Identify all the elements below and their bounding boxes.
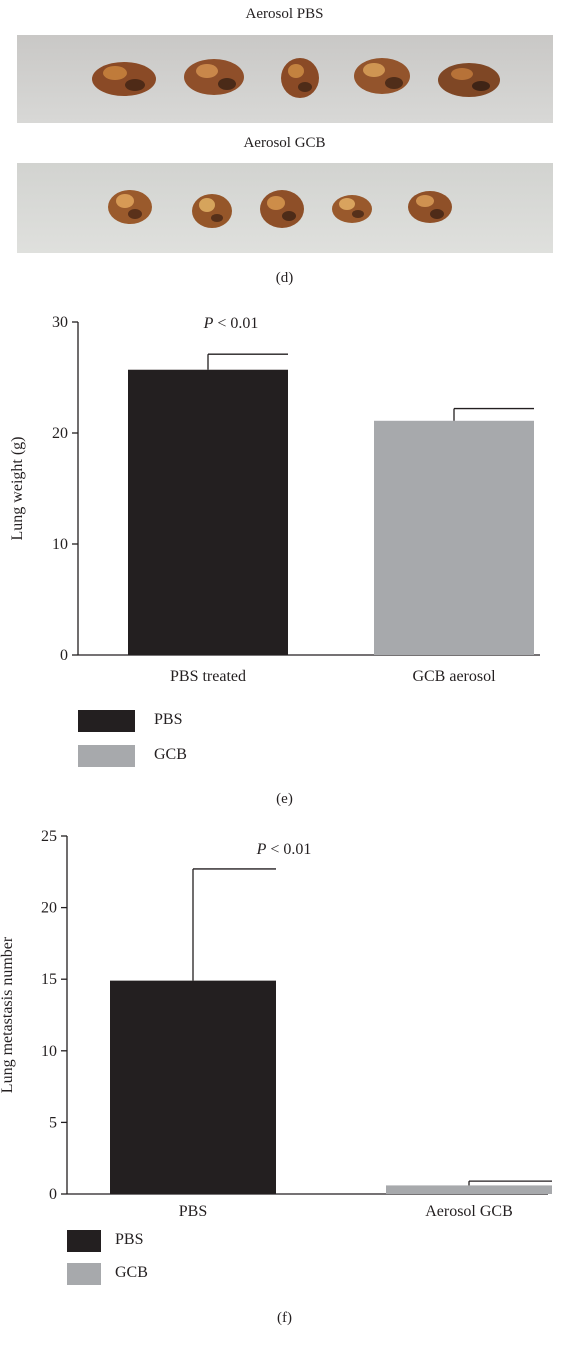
bar-0 bbox=[128, 369, 288, 655]
x-category-label: PBS treated bbox=[170, 668, 246, 685]
panel-label-f: (f) bbox=[277, 1310, 292, 1326]
y-tick-label: 0 bbox=[60, 647, 68, 664]
y-tick-label: 0 bbox=[49, 1186, 57, 1203]
lung-specimen bbox=[108, 190, 152, 224]
photo-title-aerosol-pbs: Aerosol PBS bbox=[245, 6, 324, 22]
legend-swatch-pbs bbox=[78, 710, 135, 732]
photo-title-aerosol-gcb: Aerosol GCB bbox=[243, 135, 326, 151]
lung-specimen bbox=[192, 194, 232, 228]
lung-specimen bbox=[332, 195, 372, 223]
x-category-label: PBS bbox=[179, 1203, 207, 1220]
p-value-annotation: P < 0.01 bbox=[256, 841, 312, 858]
legend-label-pbs: PBS bbox=[154, 711, 183, 728]
lung-specimen bbox=[408, 191, 452, 223]
y-axis-label: Lung weight (g) bbox=[9, 437, 26, 541]
x-category-label: Aerosol GCB bbox=[425, 1203, 513, 1220]
bar-1 bbox=[374, 420, 534, 655]
y-axis-label: Lung metastasis number bbox=[0, 936, 16, 1093]
y-tick-label: 10 bbox=[52, 536, 68, 553]
y-tick-label: 20 bbox=[52, 425, 68, 442]
lung-specimen bbox=[438, 63, 500, 97]
legend-swatch-pbs bbox=[67, 1230, 101, 1252]
legend-label-gcb: GCB bbox=[154, 746, 187, 763]
legend-swatch-gcb bbox=[78, 745, 135, 767]
y-tick-label: 10 bbox=[41, 1043, 57, 1060]
lung-specimen bbox=[260, 190, 304, 228]
chart-lung-metastasis: 0 5 10 15 20 25 Lung metastasis number PBS Aeros… bbox=[0, 828, 552, 1220]
bar-0 bbox=[110, 980, 276, 1194]
panel-label-d: (d) bbox=[275, 270, 294, 286]
lung-specimen bbox=[92, 62, 156, 96]
chart-lung-weight: 0 10 20 30 Lung weight (g) PBS treated GCB aer… bbox=[9, 314, 540, 685]
p-value-annotation: P < 0.01 bbox=[203, 315, 259, 332]
y-tick-label: 5 bbox=[49, 1114, 57, 1131]
lung-specimen bbox=[354, 58, 410, 94]
x-category-label: GCB aerosol bbox=[412, 668, 496, 685]
legend-swatch-gcb bbox=[67, 1263, 101, 1285]
photo-aerosol-gcb bbox=[17, 163, 553, 253]
lung-specimen bbox=[184, 59, 244, 95]
lung-specimen bbox=[281, 58, 319, 98]
y-tick-label: 25 bbox=[41, 828, 57, 845]
legend-label-gcb: GCB bbox=[115, 1264, 148, 1281]
y-tick-label: 30 bbox=[52, 314, 68, 331]
y-tick-label: 15 bbox=[41, 971, 57, 988]
photo-aerosol-pbs bbox=[17, 35, 553, 123]
panel-label-e: (e) bbox=[276, 791, 293, 807]
y-tick-label: 20 bbox=[41, 900, 57, 917]
legend-label-pbs: PBS bbox=[115, 1231, 144, 1248]
bar-1 bbox=[386, 1185, 552, 1194]
